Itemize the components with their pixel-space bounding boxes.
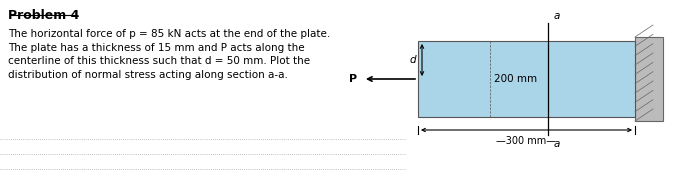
Text: P: P: [349, 74, 357, 84]
Text: a: a: [553, 139, 560, 149]
Text: —300 mm—: —300 mm—: [497, 136, 556, 146]
Text: Problem 4: Problem 4: [8, 9, 80, 22]
Text: d: d: [409, 55, 416, 65]
Text: The horizontal force of p = 85 kN acts at the end of the plate.
The plate has a : The horizontal force of p = 85 kN acts a…: [8, 29, 330, 80]
Bar: [418, 41, 635, 117]
Text: 200 mm: 200 mm: [494, 74, 537, 84]
Bar: [635, 37, 663, 121]
Text: a: a: [553, 11, 560, 21]
